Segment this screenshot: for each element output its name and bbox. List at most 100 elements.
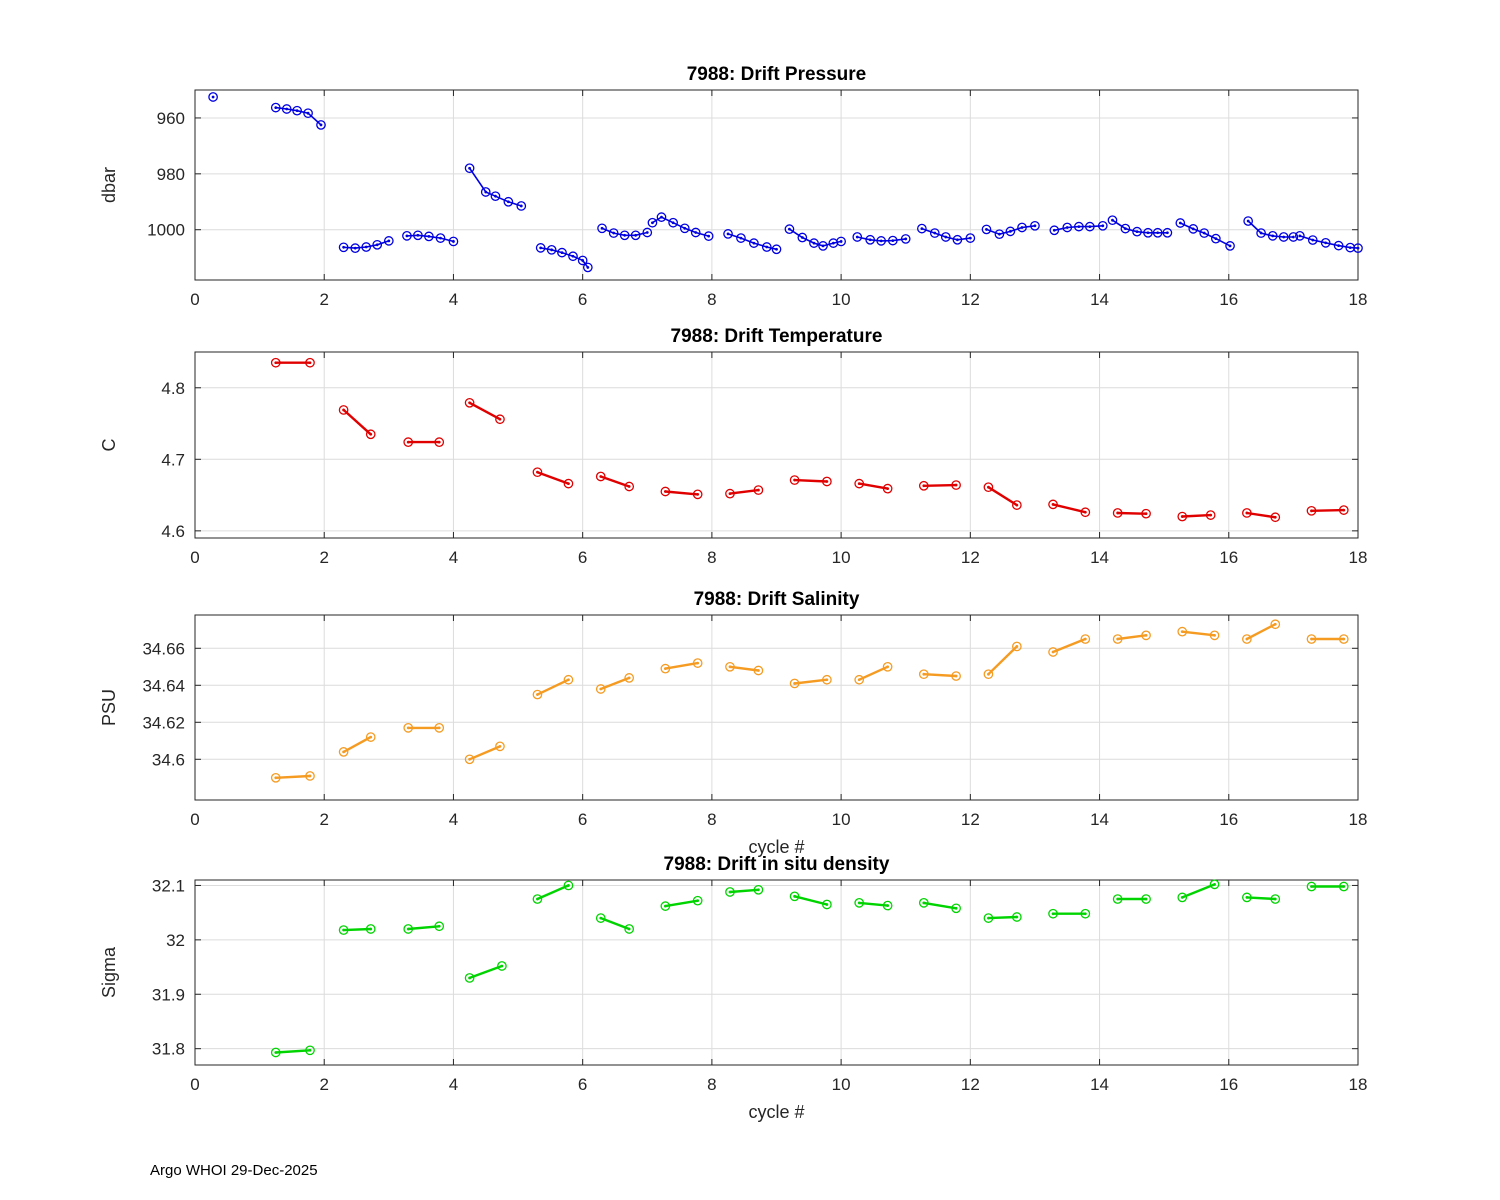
- data-dot: [891, 239, 895, 243]
- data-marker: [1243, 216, 1254, 226]
- series-line: [469, 745, 501, 761]
- data-marker: [784, 224, 795, 234]
- x-axis-label: cycle #: [748, 837, 804, 857]
- data-dot: [1348, 246, 1352, 249]
- data-marker: [1120, 223, 1131, 234]
- series-line: [987, 645, 1018, 676]
- data-marker: [1012, 912, 1022, 922]
- data-dot: [1178, 221, 1182, 225]
- data-marker: [1333, 240, 1344, 251]
- data-marker: [361, 242, 372, 252]
- data-dot: [651, 221, 654, 225]
- y-tick-label: 4.6: [161, 522, 185, 541]
- data-dot: [1008, 229, 1012, 233]
- data-dot: [406, 726, 410, 730]
- series-line: [665, 899, 698, 908]
- data-marker: [403, 722, 414, 733]
- data-dot: [536, 470, 539, 474]
- data-marker: [1270, 894, 1281, 904]
- data-marker: [1199, 228, 1210, 238]
- data-dot: [1337, 244, 1341, 248]
- data-marker: [1338, 881, 1349, 892]
- data-marker: [577, 255, 588, 266]
- axes-box: [194, 351, 1359, 539]
- data-marker: [1112, 894, 1123, 904]
- data-dot: [369, 735, 373, 739]
- y-tick-label: 34.64: [142, 676, 185, 695]
- data-dot: [1052, 228, 1056, 232]
- data-marker: [338, 242, 349, 253]
- data-dot: [1213, 882, 1216, 886]
- data-dot: [1213, 633, 1216, 637]
- data-marker: [1097, 220, 1108, 231]
- data-marker: [882, 483, 893, 494]
- data-dot: [793, 682, 796, 685]
- data-dot: [1144, 897, 1148, 901]
- data-marker: [797, 232, 808, 243]
- data-marker: [464, 754, 475, 765]
- data-dot: [1291, 235, 1295, 239]
- data-marker: [281, 104, 292, 114]
- data-dot: [788, 227, 791, 231]
- x-tick-label: 10: [832, 290, 851, 309]
- data-marker: [535, 243, 546, 253]
- data-dot: [825, 678, 829, 682]
- data-dot: [1020, 226, 1024, 229]
- data-marker: [338, 405, 349, 415]
- series-line: [923, 673, 957, 678]
- series-line: [794, 678, 828, 685]
- data-dot: [627, 676, 631, 680]
- data-marker: [882, 661, 893, 672]
- series-line: [1112, 219, 1168, 234]
- data-marker: [1188, 224, 1199, 234]
- data-dot: [1144, 512, 1148, 516]
- data-marker: [1320, 237, 1331, 248]
- data-dot: [627, 485, 631, 488]
- data-marker: [595, 471, 606, 482]
- data-marker: [723, 229, 733, 239]
- data-dot: [539, 246, 543, 250]
- data-dot: [506, 200, 510, 204]
- series-line: [858, 665, 889, 681]
- panel-title: 7988: Drift Pressure: [687, 64, 867, 85]
- x-tick-label: 0: [190, 548, 199, 567]
- data-marker: [1112, 634, 1123, 644]
- data-dot: [581, 259, 585, 262]
- data-marker: [1080, 908, 1091, 919]
- data-dot: [922, 484, 926, 488]
- y-tick-label: 34.66: [142, 639, 185, 658]
- data-dot: [1051, 650, 1055, 654]
- data-marker: [435, 233, 446, 243]
- data-marker: [1177, 892, 1188, 903]
- data-dot: [599, 916, 603, 920]
- data-dot: [571, 254, 575, 258]
- axes-box: [194, 614, 1359, 801]
- series-line: [1181, 883, 1216, 899]
- data-dot: [800, 236, 804, 239]
- data-marker: [497, 961, 507, 971]
- data-dot: [1191, 227, 1195, 231]
- data-marker: [917, 223, 927, 234]
- data-marker: [305, 771, 315, 781]
- data-marker: [532, 467, 543, 478]
- data-dot: [274, 106, 278, 110]
- data-dot: [1083, 510, 1087, 514]
- data-dot: [1135, 230, 1139, 234]
- data-dot: [567, 884, 570, 887]
- series-line: [794, 478, 827, 483]
- data-dot: [342, 245, 346, 249]
- data-dot: [427, 235, 431, 238]
- data-dot: [987, 485, 990, 489]
- data-dot: [728, 890, 732, 894]
- series-line: [343, 736, 372, 753]
- data-marker: [1306, 505, 1317, 516]
- series-line: [275, 774, 311, 779]
- data-marker: [690, 227, 701, 238]
- data-dot: [308, 361, 312, 365]
- data-marker: [1288, 232, 1299, 242]
- data-marker: [1267, 231, 1278, 241]
- data-dot: [1065, 226, 1069, 229]
- data-dot: [886, 487, 890, 491]
- data-dot: [944, 235, 948, 239]
